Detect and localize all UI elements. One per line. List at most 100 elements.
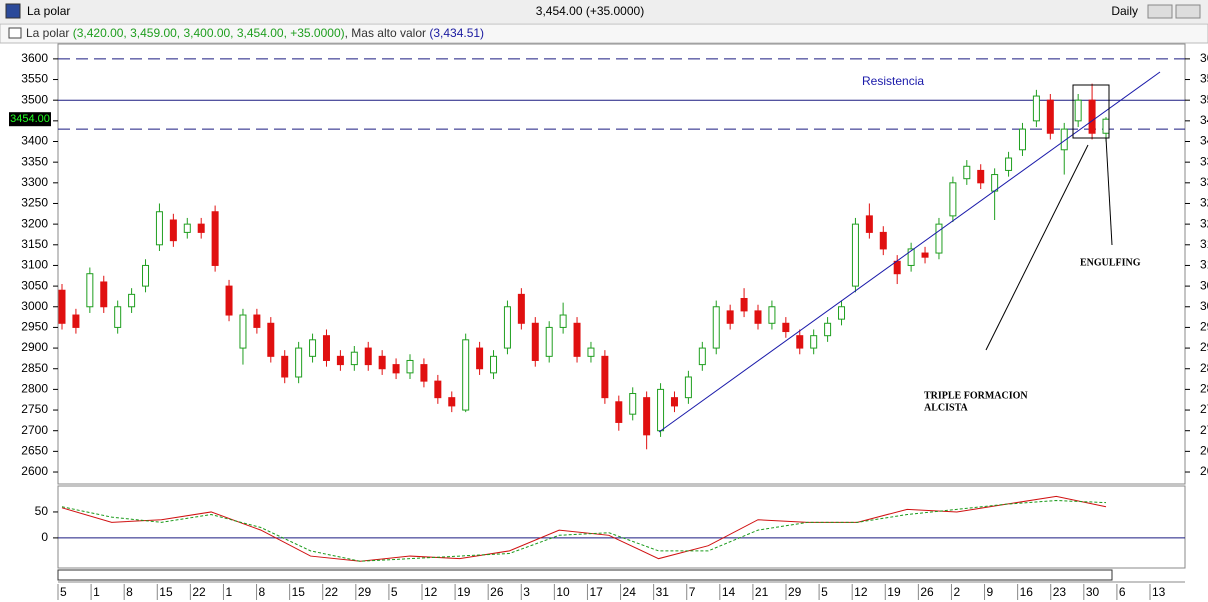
candle-body <box>1046 99 1054 134</box>
x-tick-label: 2 <box>953 585 960 599</box>
annotation: TRIPLE FORMACION <box>924 390 1028 401</box>
y-tick-label: 2700 <box>21 423 48 437</box>
y-tick-label-right: 2800 <box>1200 382 1208 396</box>
candle-body <box>378 355 386 370</box>
legend-name: La polar <box>26 26 69 40</box>
y-tick-label-right: 3300 <box>1200 175 1208 189</box>
candle-body <box>1088 99 1096 134</box>
y-tick-label-right: 3250 <box>1200 196 1208 210</box>
annotations: Resistencia ENGULFING TRIPLE FORMACION A… <box>658 71 1161 433</box>
maximize-button[interactable] <box>1175 4 1201 19</box>
candle-body <box>851 223 859 287</box>
y-tick-label: 3100 <box>21 258 48 272</box>
app-icon <box>5 3 21 19</box>
candle-body <box>128 293 136 308</box>
candle-body <box>657 388 665 432</box>
highlight-box <box>1072 84 1110 139</box>
y-tick-label-right: 2850 <box>1200 361 1208 375</box>
candle-body <box>782 322 790 333</box>
x-tick-label: 7 <box>689 585 696 599</box>
legend-values: (3,420.00, 3,459.00, 3,400.00, 3,454.00,… <box>73 26 345 40</box>
candle-body <box>406 359 414 374</box>
candle-body <box>267 322 275 357</box>
window-title: La polar <box>27 4 70 18</box>
x-tick-label: 15 <box>159 585 173 599</box>
candle-body <box>796 335 804 349</box>
candle-body <box>531 322 539 361</box>
price-tag <box>9 112 51 127</box>
candle-body <box>86 273 94 308</box>
oscillator-panel <box>57 485 1186 569</box>
y-tick-label-right: 3500 <box>1200 92 1208 106</box>
quote: 3,454.00 (+35.0000) <box>536 4 644 18</box>
candle-body <box>615 401 623 423</box>
y-tick-label: 2750 <box>21 402 48 416</box>
y-tick-label-right: 3400 <box>1200 134 1208 148</box>
x-tick-label: 6 <box>1119 585 1126 599</box>
candle-body <box>462 339 470 411</box>
x-tick-label: 23 <box>1053 585 1067 599</box>
x-tick-label: 12 <box>854 585 868 599</box>
candle-body <box>142 264 150 287</box>
y-tick-label-right: 2700 <box>1200 423 1208 437</box>
candle-body <box>740 297 748 312</box>
y-tick-label-right: 2900 <box>1200 340 1208 354</box>
annotation: Resistencia <box>862 74 924 88</box>
y-tick-label: 2600 <box>21 464 48 478</box>
candle-body <box>587 347 595 357</box>
y-tick-label: 2900 <box>21 340 48 354</box>
candle-body <box>712 306 720 349</box>
candle-body <box>879 231 887 250</box>
x-tick-label: 13 <box>1152 585 1166 599</box>
candle-body <box>336 355 344 366</box>
x-tick-label: 5 <box>60 585 67 599</box>
y-tick-label-right: 3350 <box>1200 154 1208 168</box>
x-tick-label: 22 <box>192 585 206 599</box>
candle-body <box>434 380 442 399</box>
candle-body <box>211 211 219 266</box>
x-tick-label: 30 <box>1086 585 1100 599</box>
x-tick-label: 17 <box>589 585 603 599</box>
candle-body <box>309 339 317 357</box>
candle-body <box>100 281 108 308</box>
candle-body <box>935 223 943 254</box>
candle-body <box>517 293 525 324</box>
period[interactable]: Daily <box>1111 4 1138 18</box>
y-tick-label-right: 3550 <box>1200 72 1208 86</box>
y-tick-label: 3050 <box>21 278 48 292</box>
x-tick-label: 24 <box>623 585 637 599</box>
candle-body <box>768 306 776 324</box>
candle-body <box>253 314 261 328</box>
minimize-button[interactable] <box>1147 4 1173 19</box>
candle-body <box>629 393 637 415</box>
x-tick-label: 22 <box>325 585 339 599</box>
candle-body <box>838 306 846 320</box>
x-tick-label: 9 <box>987 585 994 599</box>
candle-body <box>1005 157 1013 171</box>
x-tick-label: 8 <box>259 585 266 599</box>
candle-body <box>1074 99 1082 122</box>
candle-body <box>58 289 66 324</box>
price-tag-label: 3454.00 <box>10 113 50 125</box>
candle-body <box>448 397 456 407</box>
legend: La polar (3,420.00, 3,459.00, 3,400.00, … <box>26 26 484 40</box>
y-tick-label: 3250 <box>21 196 48 210</box>
y-tick-label: 3200 <box>21 216 48 230</box>
candle-body <box>643 397 651 436</box>
x-tick-label: 15 <box>292 585 306 599</box>
candle-body <box>169 219 177 242</box>
candle-body <box>350 351 358 366</box>
candle-body <box>183 223 191 233</box>
candle-body <box>573 322 581 357</box>
candle-body <box>991 174 999 192</box>
scrollbar[interactable] <box>57 569 1113 581</box>
y-tick-label-right: 3600 <box>1200 51 1208 65</box>
y-tick-label-right: 2650 <box>1200 444 1208 458</box>
x-tick-label: 10 <box>556 585 570 599</box>
x-tick-label: 8 <box>126 585 133 599</box>
candle-body <box>364 347 372 366</box>
candle-body <box>503 306 511 349</box>
candle-body <box>114 306 122 328</box>
candle-body <box>476 347 484 370</box>
